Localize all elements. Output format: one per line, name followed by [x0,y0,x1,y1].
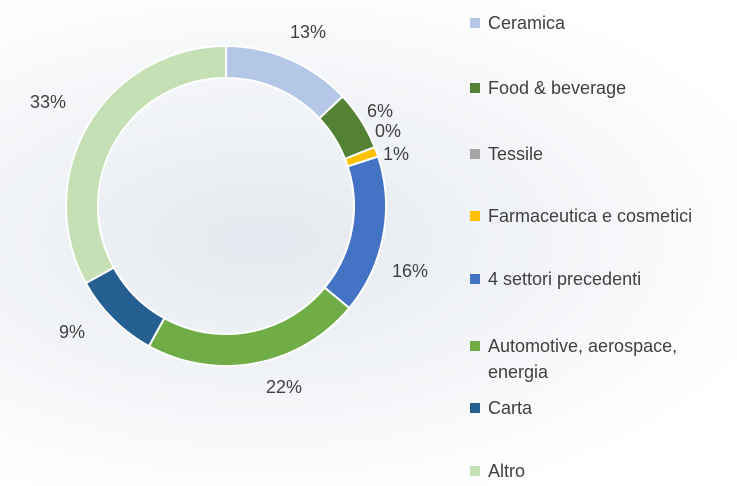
donut-slice [225,44,345,120]
legend-entry: Tessile [470,141,737,167]
legend-swatch [470,466,480,476]
legend-label: Altro [488,461,526,481]
legend-swatch [470,83,480,93]
legend-swatch [470,274,480,284]
donut-slice [147,286,351,367]
legend-entry: Food & beverage [470,75,737,101]
legend-entry: Carta [470,395,737,421]
legend-entry: Farmaceutica e cosmetici [470,203,737,229]
legend-label: Food & beverage [488,78,627,98]
donut-slice [84,266,166,348]
legend-label: Automotive, aerospace, energia [488,336,678,382]
data-label: 0% [375,121,401,141]
legend-label: Tessile [488,144,544,164]
legend-label: 4 settori precedenti [488,269,642,289]
data-label: 22% [266,377,302,397]
data-label: 6% [367,101,393,121]
legend-label: Ceramica [488,13,566,33]
legend-entry: Automotive, aerospace, energia [470,333,737,385]
donut-slice [65,44,227,285]
legend-swatch [470,341,480,351]
donut-slice [323,155,387,310]
data-label: 33% [30,92,66,112]
legend-entry: 4 settori precedenti [470,266,737,292]
data-label: 1% [383,144,409,164]
legend-label: Carta [488,398,533,418]
legend-swatch [470,403,480,413]
legend-swatch [470,18,480,28]
data-label: 16% [392,261,428,281]
data-label: 9% [59,322,85,342]
legend-entry: Altro [470,458,737,484]
legend-label: Farmaceutica e cosmetici [488,206,693,226]
data-label: 13% [290,22,326,42]
legend-swatch [470,149,480,159]
legend-entry: Ceramica [470,10,737,36]
legend-swatch [470,211,480,221]
